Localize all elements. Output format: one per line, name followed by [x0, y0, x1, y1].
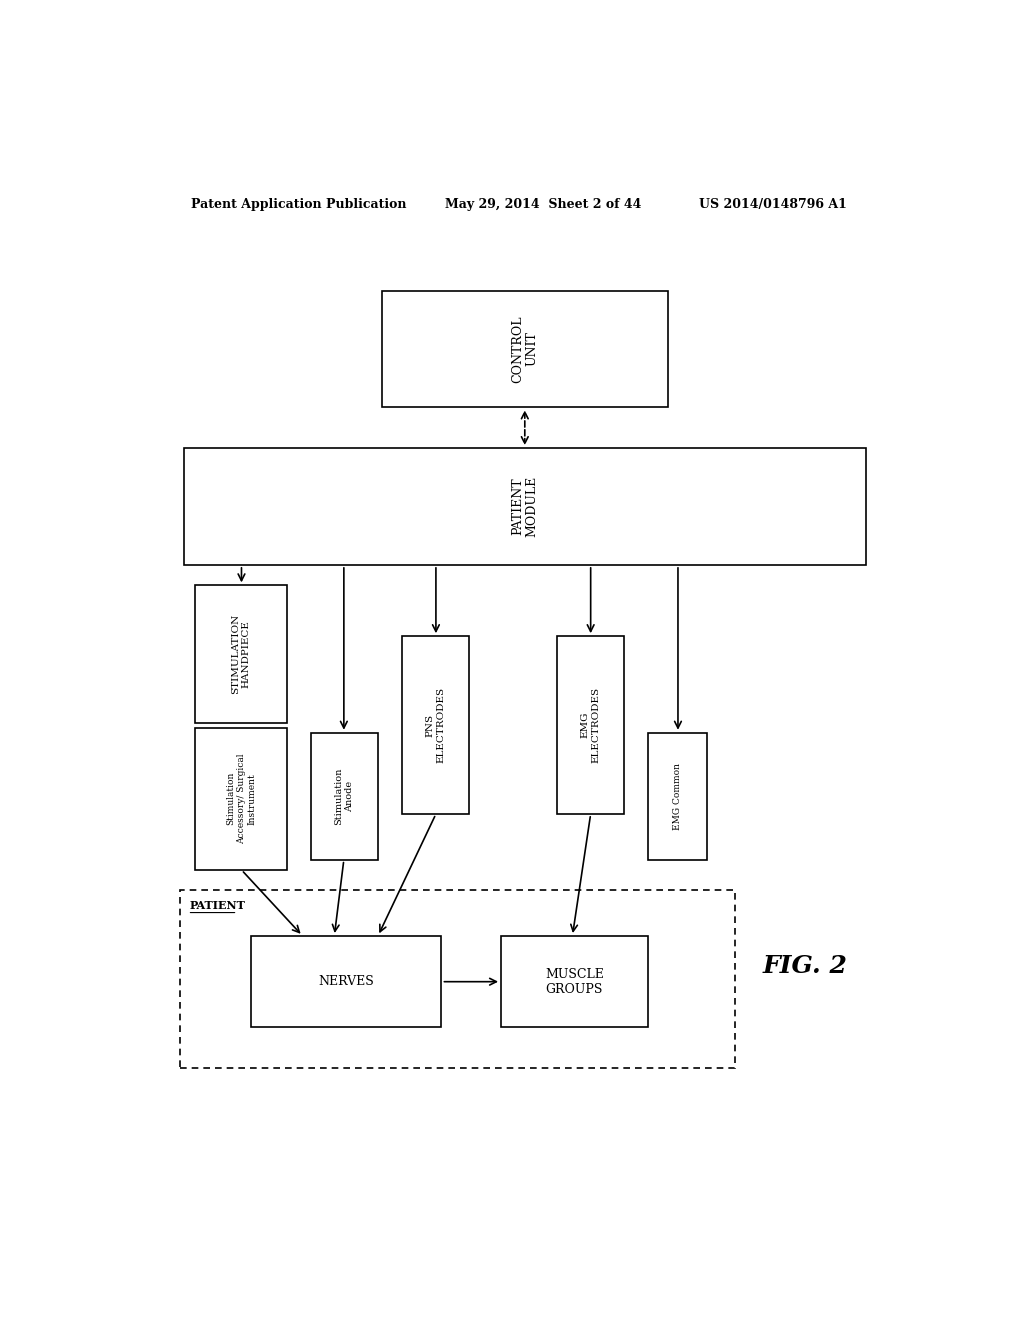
Bar: [557, 636, 624, 814]
Bar: [183, 447, 866, 565]
Bar: [310, 733, 378, 859]
Bar: [196, 585, 287, 722]
Bar: [251, 936, 441, 1027]
Text: FIG. 2: FIG. 2: [763, 954, 848, 978]
Text: PATIENT
MODULE: PATIENT MODULE: [511, 477, 539, 537]
Text: Stimulation
Anode: Stimulation Anode: [335, 767, 354, 825]
Text: Stimulation
Accessory/ Surgical
Instrument: Stimulation Accessory/ Surgical Instrume…: [226, 754, 256, 843]
Bar: [382, 290, 668, 408]
Bar: [196, 727, 287, 870]
Text: US 2014/0148796 A1: US 2014/0148796 A1: [699, 198, 847, 211]
Bar: [501, 936, 648, 1027]
Bar: [179, 890, 735, 1068]
Bar: [648, 733, 708, 859]
Text: MUSCLE
GROUPS: MUSCLE GROUPS: [545, 968, 604, 995]
Text: PNS
ELECTRODES: PNS ELECTRODES: [426, 686, 445, 763]
Bar: [401, 636, 469, 814]
Text: STIMULATION
HANDPIECE: STIMULATION HANDPIECE: [231, 614, 251, 694]
Text: Patent Application Publication: Patent Application Publication: [191, 198, 407, 211]
Text: PATIENT: PATIENT: [189, 900, 245, 911]
Text: May 29, 2014  Sheet 2 of 44: May 29, 2014 Sheet 2 of 44: [445, 198, 642, 211]
Text: CONTROL
UNIT: CONTROL UNIT: [511, 315, 539, 383]
Text: NERVES: NERVES: [318, 975, 374, 989]
Text: EMG
ELECTRODES: EMG ELECTRODES: [581, 686, 600, 763]
Text: EMG Common: EMG Common: [673, 763, 682, 830]
